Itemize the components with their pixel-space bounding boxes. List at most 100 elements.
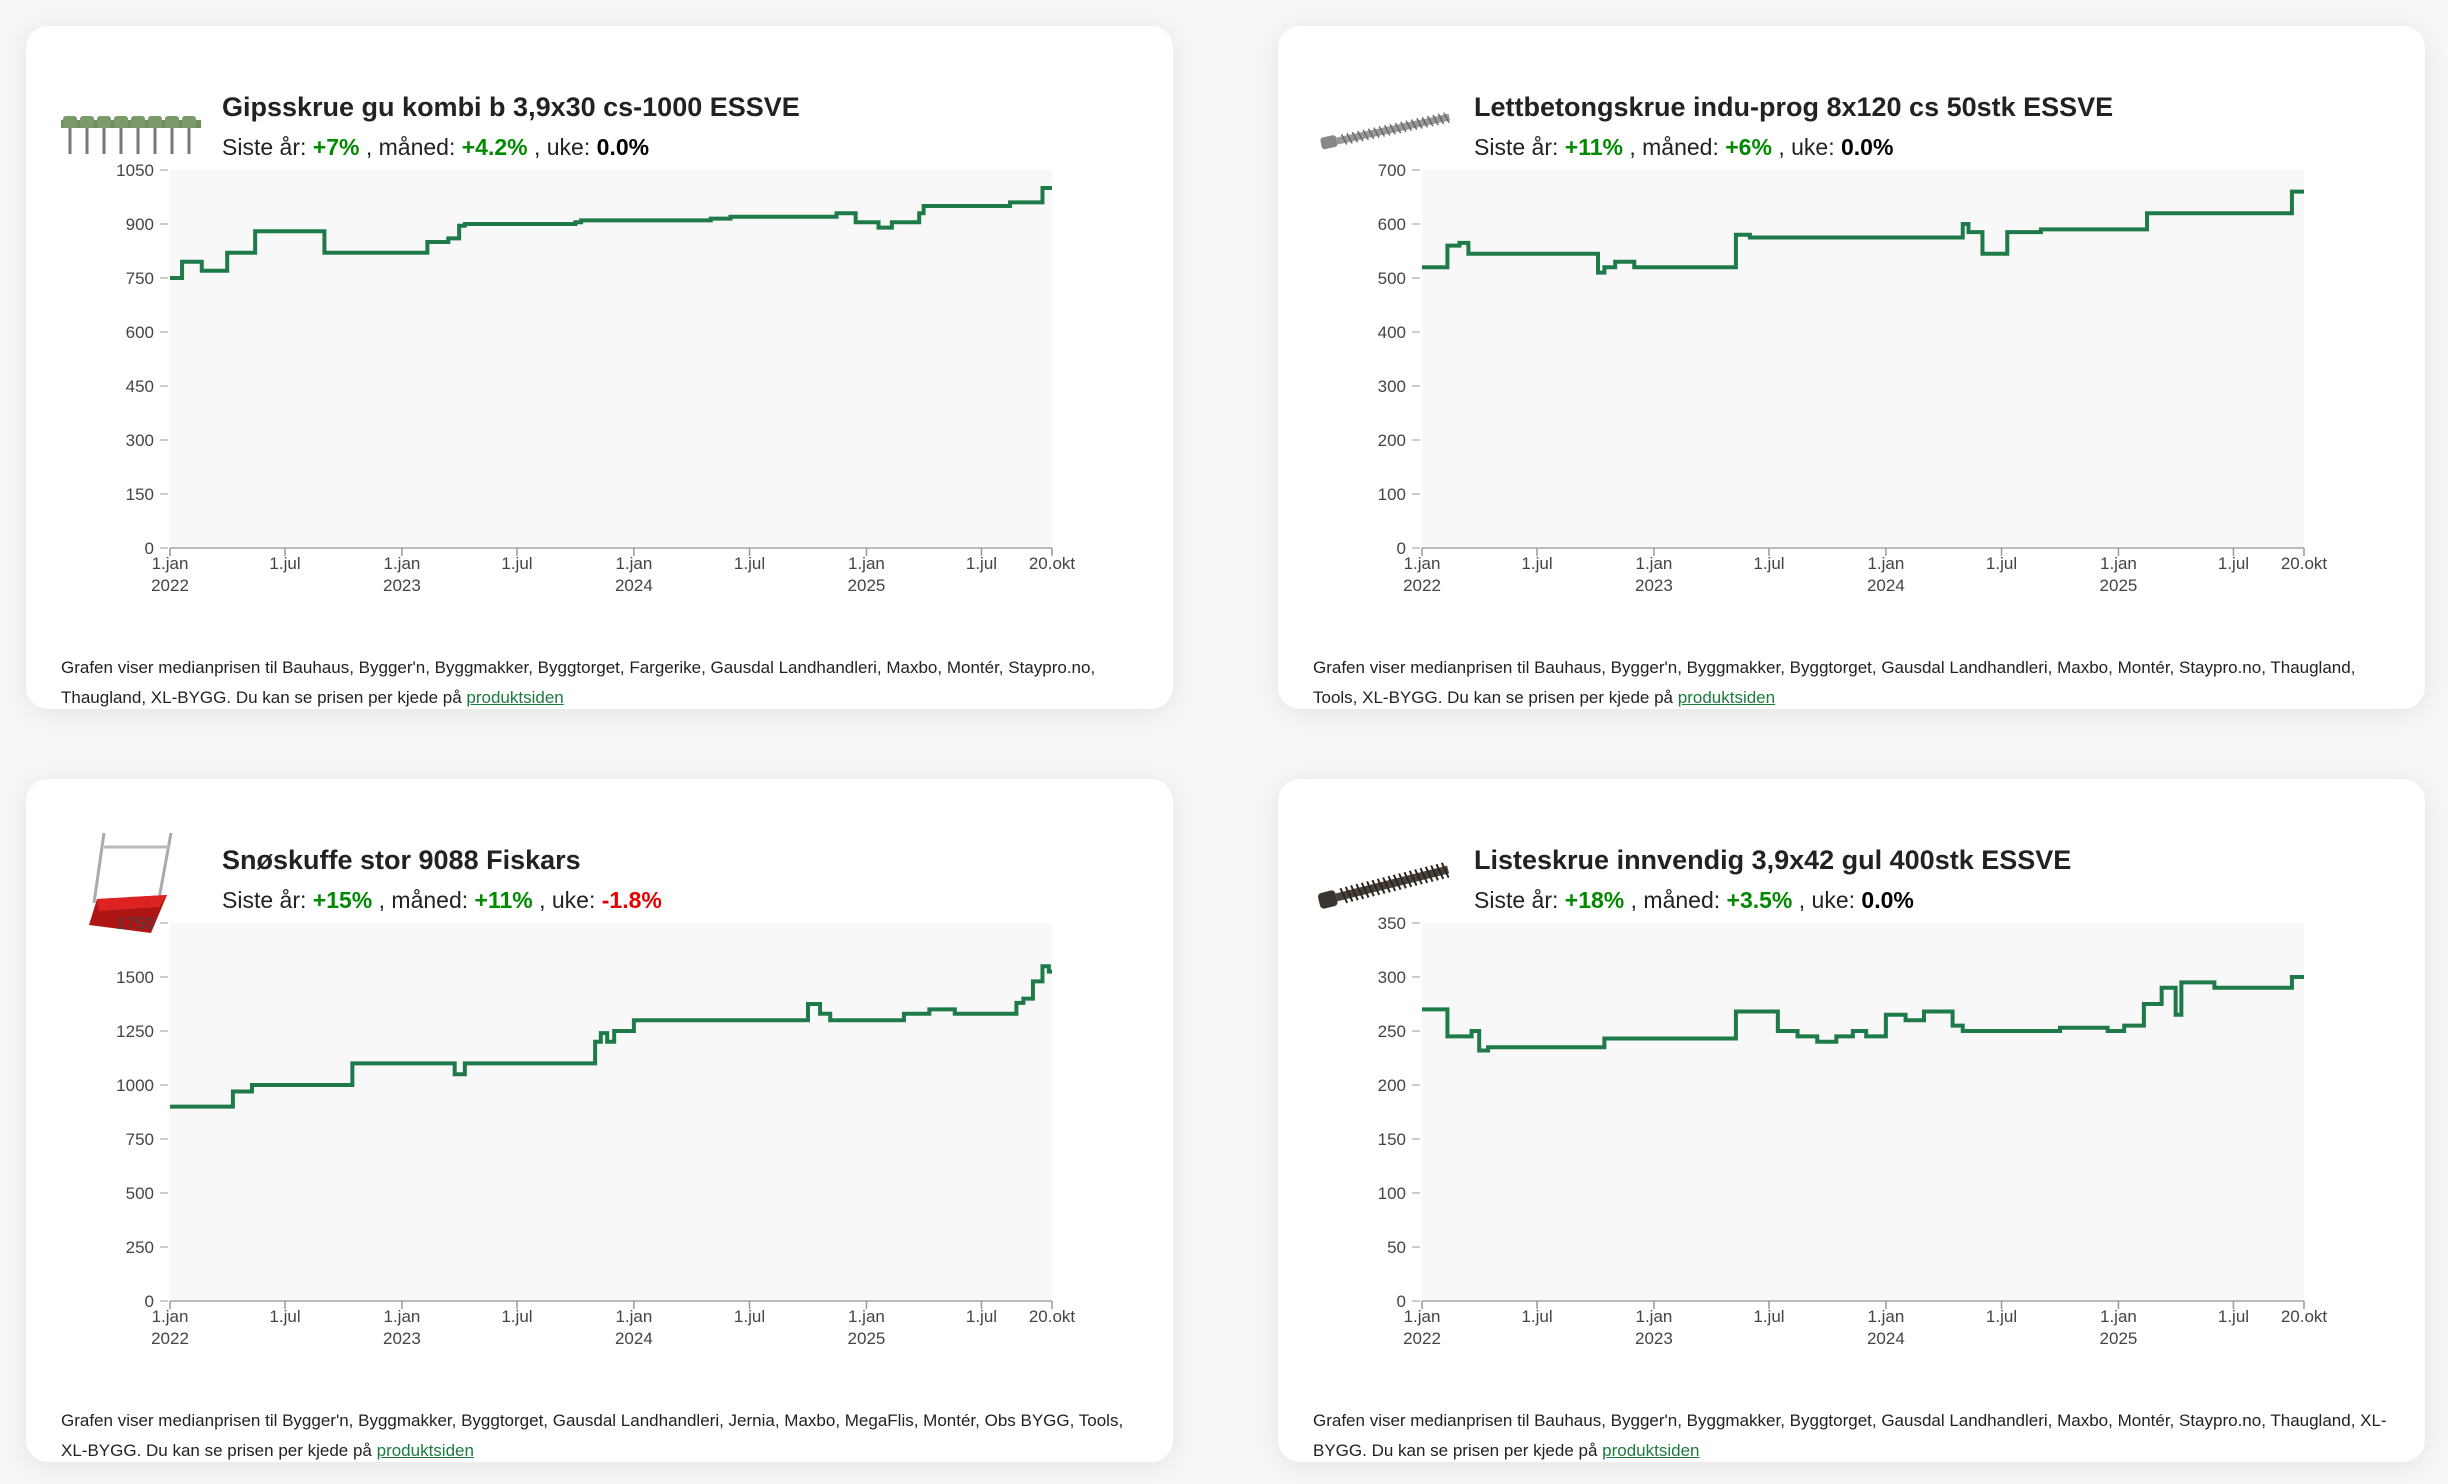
month-change: +3.5% [1726,887,1793,913]
product-card: Snøskuffe stor 9088 Fiskars Siste år: +1… [26,779,1173,1462]
x-tick-label: 1.jan [384,1307,421,1326]
x-tick-label: 1.jan [1404,1307,1441,1326]
x-tick-label: 1.jul [1753,554,1784,573]
y-tick-label: 100 [1378,485,1406,504]
x-tick-label: 1.jul [501,1307,532,1326]
plot-area [1422,923,2304,1301]
week-label: , uke: [1798,887,1856,913]
y-tick-label: 0 [1397,1292,1406,1311]
x-tick-label: 20.okt [1029,554,1076,573]
product-title[interactable]: Listeskrue innvendig 3,9x42 gul 400stk E… [1474,845,2072,875]
x-tick-year-label: 2022 [1403,576,1441,595]
x-tick-label: 1.jul [966,554,997,573]
y-tick-label: 1750 [116,914,154,933]
year-change: +11% [1564,134,1623,160]
x-tick-label: 1.jul [2218,1307,2249,1326]
drywall-screw-strip-image[interactable] [59,72,209,182]
y-tick-label: 400 [1378,323,1406,342]
x-tick-label: 1.jan [615,554,652,573]
trim-screw-image[interactable] [1311,825,1461,935]
x-tick-label: 1.jul [734,554,765,573]
chart-footnote: Grafen viser medianprisen til Bauhaus, B… [1313,1406,2403,1466]
x-tick-label: 1.jul [2218,554,2249,573]
y-tick-label: 350 [1378,914,1406,933]
plot-area [170,170,1052,548]
x-tick-label: 1.jan [152,1307,189,1326]
year-label: Siste år: [222,134,307,160]
week-change: 0.0% [1840,134,1894,160]
x-tick-label: 1.jul [1986,1307,2017,1326]
x-tick-label: 20.okt [2281,1307,2328,1326]
x-tick-year-label: 2023 [1635,1329,1673,1348]
x-tick-label: 1.jul [1521,1307,1552,1326]
x-tick-label: 1.jul [269,554,300,573]
x-tick-label: 1.jul [966,1307,997,1326]
week-label: , uke: [533,134,591,160]
x-tick-label: 1.jul [501,554,532,573]
y-tick-label: 1050 [116,161,154,180]
x-tick-label: 1.jan [2100,1307,2137,1326]
week-label: , uke: [539,887,596,913]
x-tick-label: 1.jan [384,554,421,573]
month-change: +4.2% [461,134,528,160]
y-tick-label: 1000 [116,1076,154,1095]
product-page-link[interactable]: produktsiden [466,688,564,707]
x-tick-label: 1.jul [1521,554,1552,573]
y-tick-label: 0 [145,539,154,558]
x-tick-label: 1.jan [2100,554,2137,573]
x-tick-label: 20.okt [2281,554,2328,573]
y-tick-label: 100 [1378,1184,1406,1203]
y-tick-label: 600 [1378,215,1406,234]
product-title[interactable]: Gipsskrue gu kombi b 3,9x30 cs-1000 ESSV… [222,92,800,122]
x-tick-label: 1.jan [152,554,189,573]
price-chart: 0 100 200 300 400 500 600 700 1.jan 2022 1.jul 1.ja… [1378,161,2328,595]
x-tick-label: 1.jan [848,554,885,573]
x-tick-year-label: 2022 [151,576,189,595]
price-line [1422,189,2304,275]
plot-area [170,923,1052,1301]
footnote-text: Grafen viser medianprisen til Bauhaus, B… [1313,1411,2387,1460]
x-tick-label: 1.jan [1404,554,1441,573]
product-card: Gipsskrue gu kombi b 3,9x30 cs-1000 ESSV… [26,26,1173,709]
x-tick-label: 1.jul [1753,1307,1784,1326]
month-label: , måned: [365,134,456,160]
x-tick-label: 1.jan [615,1307,652,1326]
year-change: +7% [312,134,360,160]
year-label: Siste år: [222,887,307,913]
snow-shovel-image[interactable] [59,825,209,935]
y-tick-label: 300 [1378,377,1406,396]
x-tick-label: 1.jan [1867,1307,1904,1326]
x-tick-label: 1.jul [734,1307,765,1326]
y-tick-label: 0 [1397,539,1406,558]
product-card: Listeskrue innvendig 3,9x42 gul 400stk E… [1278,779,2425,1462]
product-title[interactable]: Lettbetongskrue indu-prog 8x120 cs 50stk… [1474,92,2114,122]
y-tick-label: 1250 [116,1022,154,1041]
week-change: -1.8% [601,887,662,913]
chart-footnote: Grafen viser medianprisen til Bauhaus, B… [1313,653,2403,713]
month-change: +6% [1725,134,1772,160]
x-tick-label: 20.okt [1029,1307,1076,1326]
product-card: Lettbetongskrue indu-prog 8x120 cs 50stk… [1278,26,2425,709]
x-tick-year-label: 2023 [1635,576,1673,595]
price-chart: 0 150 300 450 600 750 900 1050 1.jan 2022 1.jul 1.j… [116,161,1076,595]
plot-area [1422,170,2304,548]
concrete-screw-image[interactable] [1311,72,1461,182]
product-page-link[interactable]: produktsiden [1602,1441,1700,1460]
y-tick-label: 500 [126,1184,154,1203]
month-change: +11% [474,887,533,913]
footnote-text: Grafen viser medianprisen til Bygger'n, … [61,1411,1124,1460]
price-change-stats: Siste år: +15% , måned: +11% , uke: -1.8… [222,887,662,914]
x-tick-year-label: 2022 [151,1329,189,1348]
product-page-link[interactable]: produktsiden [376,1441,474,1460]
y-tick-label: 750 [126,269,154,288]
y-tick-label: 250 [1378,1022,1406,1041]
product-title[interactable]: Snøskuffe stor 9088 Fiskars [222,845,581,875]
price-chart: 0 50 100 150 200 250 300 350 1.jan 2022 1.jul 1.jan… [1378,914,2328,1348]
price-change-stats: Siste år: +11% , måned: +6% , uke: 0.0% [1474,134,1893,161]
y-tick-label: 300 [1378,968,1406,987]
x-tick-year-label: 2023 [383,1329,421,1348]
price-change-stats: Siste år: +18% , måned: +3.5% , uke: 0.0… [1474,887,1914,914]
footnote-text: Grafen viser medianprisen til Bauhaus, B… [1313,658,2356,707]
year-label: Siste år: [1474,887,1559,913]
product-page-link[interactable]: produktsiden [1677,688,1776,707]
